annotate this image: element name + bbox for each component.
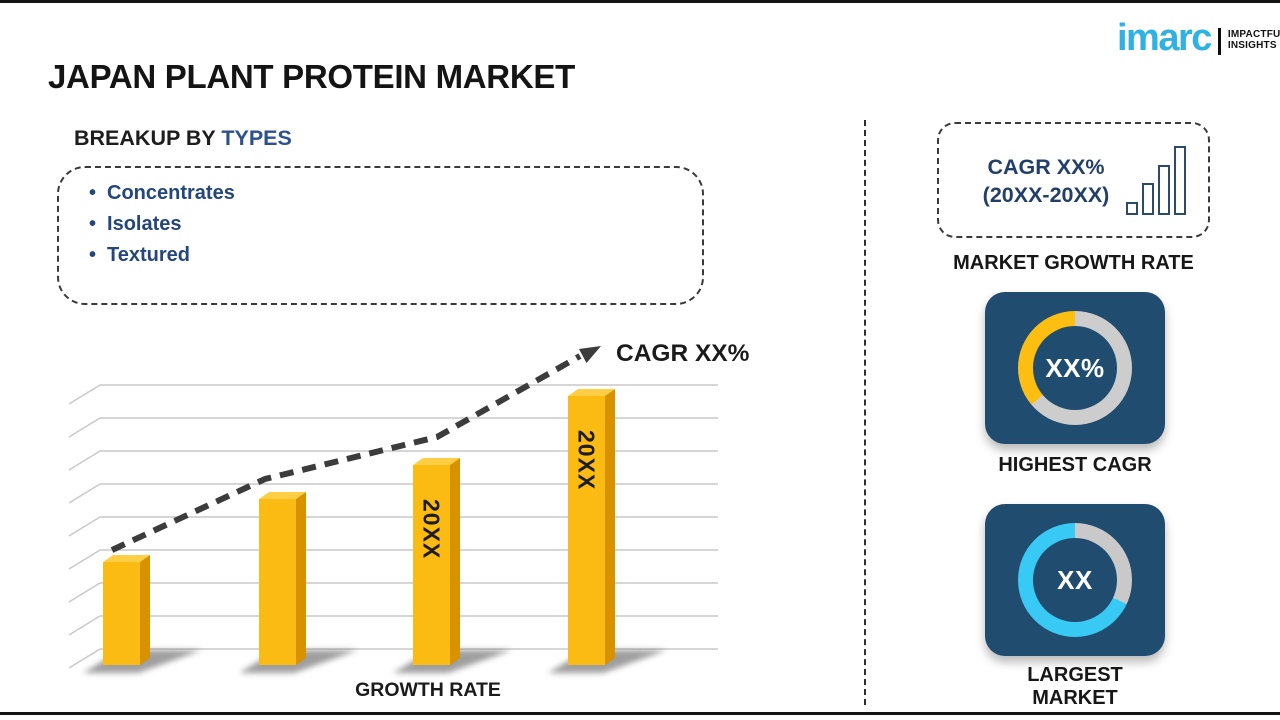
bar-side (605, 389, 615, 665)
breakup-types-list: Concentrates Isolates Textured (59, 168, 702, 271)
vertical-dashed-divider (864, 120, 866, 705)
growth-bars-icon-bar (1126, 202, 1138, 215)
list-item: Textured (89, 240, 702, 271)
logo-tagline-line2: INSIGHTS (1227, 40, 1277, 51)
donut-hole: XX (1033, 538, 1117, 622)
bar-top (103, 555, 150, 562)
largest-market-tile: XX (985, 504, 1165, 656)
bar-year-label: 20XX (574, 430, 600, 490)
page-title: JAPAN PLANT PROTEIN MARKET (48, 58, 575, 95)
breakup-types-box: Concentrates Isolates Textured (57, 166, 704, 305)
largest-market-value: XX (1057, 564, 1093, 595)
imarc-logo-wordmark: imarc (1117, 17, 1212, 59)
cagr-summary-box: CAGR XX% (20XX-20XX) (937, 122, 1210, 238)
logo-tagline-line1: IMPACTFUL (1227, 29, 1280, 40)
trend-line (110, 353, 582, 553)
gridline-tick (68, 516, 101, 537)
highest-cagr-donut-chart: XX% (1018, 311, 1132, 425)
bar-top (568, 389, 615, 396)
largest-market-label: LARGEST MARKET (1027, 664, 1123, 709)
breakup-heading-highlight: TYPES (221, 126, 292, 150)
bar-front (568, 396, 605, 665)
breakup-heading-prefix: BREAKUP BY (74, 126, 222, 150)
donut-hole: XX% (1033, 326, 1117, 410)
gridline-tick (68, 483, 101, 504)
highest-cagr-value: XX% (1045, 352, 1105, 383)
gridline-tick (68, 417, 101, 438)
gridline-tick (68, 549, 101, 570)
growth-bars-icon-bar (1158, 165, 1170, 215)
bar-front (103, 562, 140, 665)
market-growth-rate-label: MARKET GROWTH RATE (953, 252, 1194, 274)
imarc-logo: imarc IMPACTFUL INSIGHTS (1117, 17, 1280, 59)
bar-top (259, 492, 306, 499)
gridline-tick (68, 384, 101, 405)
x-axis-label: GROWTH RATE (355, 679, 501, 701)
bar-front (413, 465, 450, 665)
top-border-line (0, 0, 1280, 3)
bar-side (450, 458, 460, 665)
cagr-value-line: CAGR XX% (987, 155, 1105, 179)
logo-tagline: IMPACTFUL INSIGHTS (1228, 29, 1280, 51)
cagr-annotation: CAGR XX% (616, 340, 750, 367)
growth-bars-icon (1126, 146, 1186, 215)
bar-front (259, 499, 296, 665)
bar-year-label: 20XX (419, 499, 445, 559)
growth-bars-icon-bar (1142, 183, 1154, 215)
highest-cagr-label: HIGHEST CAGR (998, 454, 1152, 476)
logo-divider-bar (1217, 28, 1221, 55)
highest-cagr-tile: XX% (985, 292, 1165, 444)
cagr-summary-text: CAGR XX% (20XX-20XX) (961, 154, 1131, 209)
gridline-tick (68, 582, 101, 603)
bar-side (140, 555, 150, 665)
list-item: Concentrates (89, 178, 702, 209)
bar-side (296, 492, 306, 665)
cagr-period-line: (20XX-20XX) (982, 182, 1110, 207)
trend-arrowhead (579, 346, 601, 363)
growth-bars-icon-bar (1174, 146, 1186, 215)
gridline-tick (68, 450, 101, 471)
largest-market-donut-chart: XX (1018, 523, 1132, 637)
gridline-tick (68, 648, 101, 669)
breakup-heading: BREAKUP BY TYPES (74, 126, 292, 151)
gridline-tick (68, 615, 101, 636)
bar-top (413, 458, 460, 465)
list-item: Isolates (89, 209, 702, 240)
bottom-border-line (0, 712, 1280, 715)
